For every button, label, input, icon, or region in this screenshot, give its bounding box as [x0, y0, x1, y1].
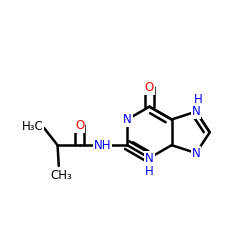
- Text: H: H: [145, 165, 154, 178]
- Text: N: N: [145, 152, 154, 164]
- Text: N: N: [192, 146, 200, 160]
- Text: N: N: [192, 105, 200, 118]
- Text: O: O: [145, 80, 154, 94]
- Text: N: N: [123, 113, 132, 126]
- Text: CH₃: CH₃: [51, 169, 72, 182]
- Text: H₃C: H₃C: [22, 120, 43, 132]
- Text: NH: NH: [94, 139, 112, 152]
- Text: H: H: [194, 93, 203, 106]
- Text: O: O: [75, 118, 84, 132]
